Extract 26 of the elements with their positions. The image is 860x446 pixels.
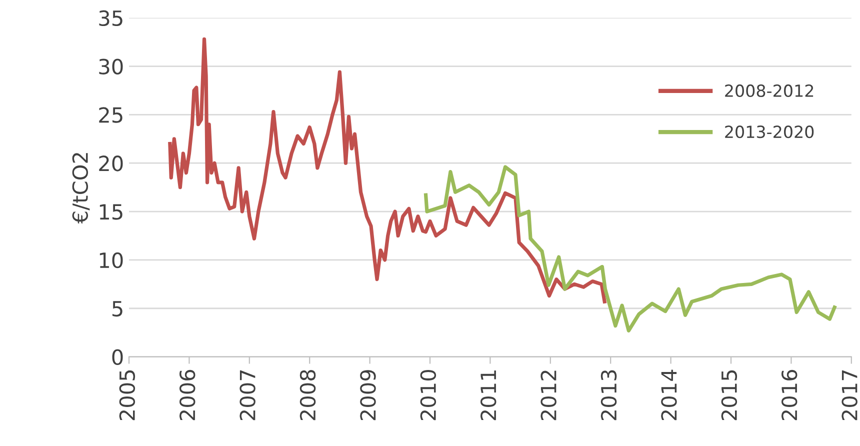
y-axis-title: €/tCO2 xyxy=(72,153,90,224)
x-tick-label: 2007 xyxy=(240,370,256,420)
legend-label: 2008-2012 xyxy=(725,84,814,98)
x-tick-label: 2011 xyxy=(480,370,496,420)
x-tick-label: 2013 xyxy=(600,370,617,420)
x-tick-label: 2015 xyxy=(721,370,738,420)
y-tick-label: 30 xyxy=(99,58,123,74)
x-tick-label: 2017 xyxy=(842,370,858,420)
y-tick-label: 15 xyxy=(100,204,122,220)
x-tick-label: 2008 xyxy=(300,370,316,420)
y-tick-label: 25 xyxy=(99,107,122,123)
x-tick-label: 2006 xyxy=(179,370,196,420)
y-tick-label: 0 xyxy=(112,349,123,366)
y-tick-label: 35 xyxy=(99,10,122,26)
y-tick-label: 10 xyxy=(100,252,123,268)
x-tick-label: 2014 xyxy=(661,370,677,420)
x-tick-label: 2005 xyxy=(119,370,136,420)
y-tick-label: 20 xyxy=(99,156,123,172)
x-tick-label: 2012 xyxy=(540,370,556,420)
x-tick-label: 2010 xyxy=(420,370,436,420)
x-tick-label: 2009 xyxy=(360,370,376,420)
y-tick-label: 5 xyxy=(112,301,122,317)
line-series xyxy=(424,165,836,332)
x-tick-label: 2016 xyxy=(781,370,798,420)
line-series xyxy=(168,37,606,304)
legend-label: 2013-2020 xyxy=(725,126,814,138)
